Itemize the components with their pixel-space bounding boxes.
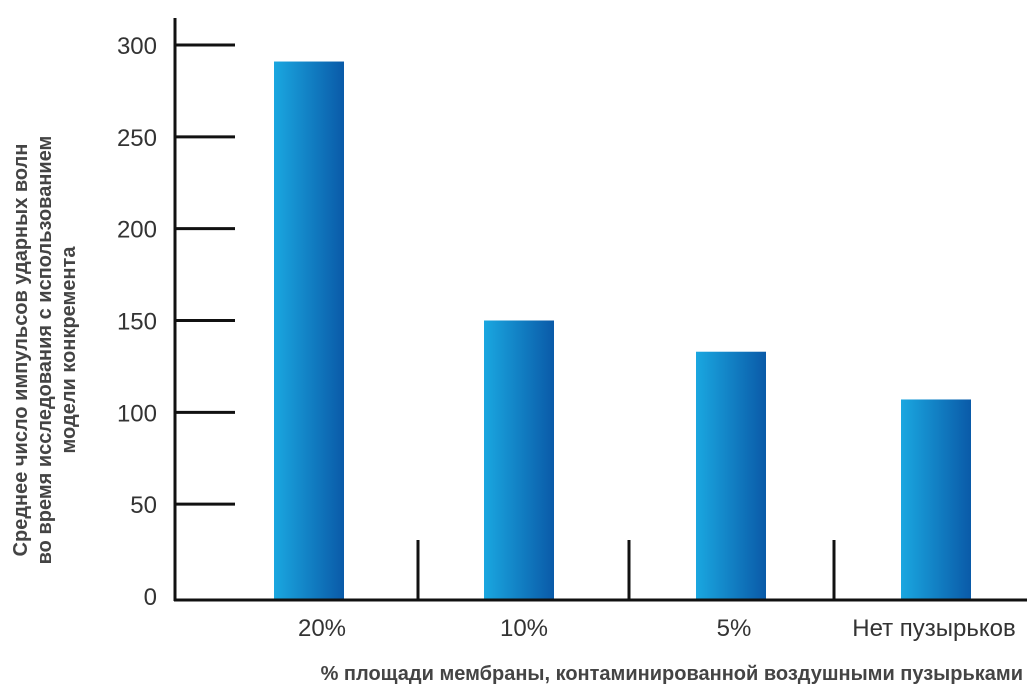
- y-axis-title-line-1: Среднее число импульсов ударных волн: [10, 144, 32, 557]
- bars: [274, 61, 971, 599]
- x-category-label: 5%: [717, 615, 752, 642]
- y-axis-title: Среднее число импульсов ударных волн во …: [10, 136, 80, 565]
- x-axis-separators: [416, 540, 836, 600]
- bar-2: [484, 320, 554, 599]
- bar-4: [901, 399, 971, 599]
- x-category-label: 10%: [500, 615, 548, 642]
- y-axis-title-line-3: модели конкремента: [58, 246, 80, 454]
- y-tick-label: 250: [117, 125, 157, 152]
- y-tick-label: 200: [117, 217, 157, 244]
- y-tick-label: 100: [117, 400, 157, 427]
- y-axis-title-line-2: во время исследования с использованием: [34, 136, 56, 565]
- x-category-label: 20%: [298, 615, 346, 642]
- x-axis-category-labels: 20% 10% 5% Нет пузырьков: [298, 615, 1016, 642]
- y-tick-label: 50: [130, 492, 157, 519]
- y-tick-label: 0: [144, 584, 157, 611]
- bar-1: [274, 61, 344, 599]
- y-axis-ticks: 0 50 100 150 200 250 300: [117, 33, 235, 611]
- y-tick-label: 300: [117, 33, 157, 60]
- x-category-label: Нет пузырьков: [852, 615, 1016, 642]
- bar-3: [696, 351, 766, 599]
- x-axis-title: % площади мембраны, контаминированной во…: [321, 663, 1023, 685]
- y-tick-label: 150: [117, 309, 157, 336]
